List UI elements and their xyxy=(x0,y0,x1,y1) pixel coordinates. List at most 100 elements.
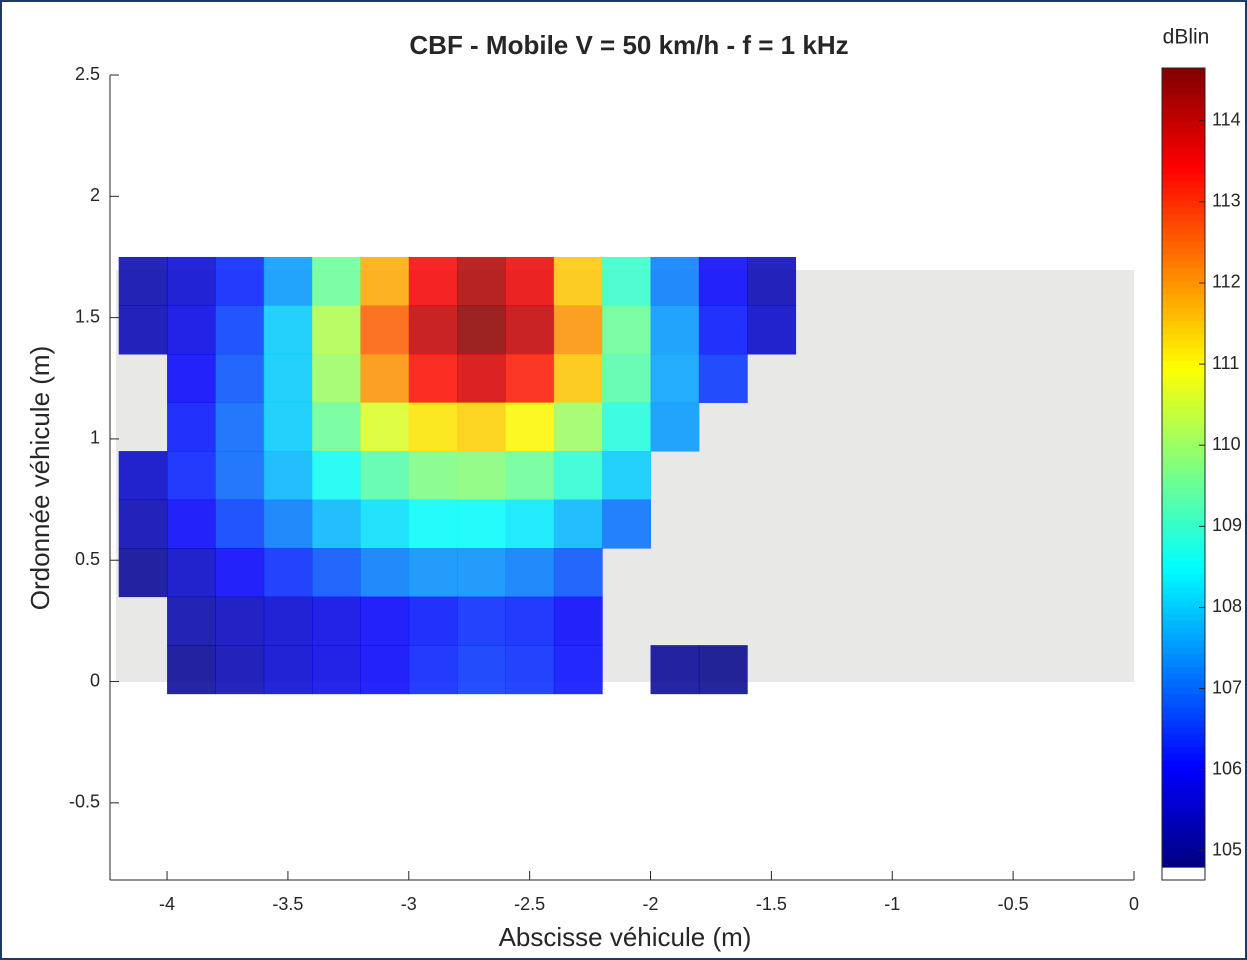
heat-cell xyxy=(408,645,458,695)
heat-cell xyxy=(312,596,361,646)
heat-cell xyxy=(408,354,458,404)
heat-cell xyxy=(747,305,797,355)
heat-cell xyxy=(167,645,216,695)
heat-cell xyxy=(167,305,216,355)
colorbar-segment xyxy=(1162,454,1205,462)
colorbar-segment xyxy=(1162,274,1205,282)
colorbar-segment xyxy=(1162,387,1205,395)
heat-cell xyxy=(553,256,603,306)
heat-cell xyxy=(312,354,361,404)
x-tick-label: -0.5 xyxy=(998,894,1029,914)
heat-cell xyxy=(650,305,700,355)
colorbar-segment xyxy=(1162,81,1205,89)
heat-cell xyxy=(360,305,410,355)
heat-cell xyxy=(408,548,458,598)
colorbar-segment xyxy=(1162,380,1205,389)
colorbar-tick-label: 108 xyxy=(1212,596,1242,616)
x-tick-label: -4 xyxy=(159,894,175,914)
colorbar-segment xyxy=(1162,287,1205,295)
heat-cell xyxy=(457,305,506,355)
heat-cell xyxy=(118,305,168,355)
x-tick-label: -2.5 xyxy=(514,894,545,914)
colorbar-segment xyxy=(1162,667,1205,675)
colorbar-tick-label: 113 xyxy=(1212,191,1241,211)
heat-cell xyxy=(263,451,313,501)
chart-title: CBF - Mobile V = 50 km/h - f = 1 kHz xyxy=(409,30,848,60)
heat-cell xyxy=(747,256,797,306)
colorbar-segment xyxy=(1162,141,1205,149)
x-tick-label: 0 xyxy=(1129,894,1139,914)
heat-cell xyxy=(602,451,652,501)
heat-cell xyxy=(167,548,216,598)
x-tick-label: -2 xyxy=(643,894,659,914)
heat-cell xyxy=(167,499,216,549)
heat-cell xyxy=(118,451,168,501)
x-tick-label: -3.5 xyxy=(272,894,303,914)
y-tick-label: 0.5 xyxy=(75,549,100,569)
colorbar-segment xyxy=(1162,580,1205,588)
colorbar-segment xyxy=(1162,474,1205,482)
heat-cell xyxy=(457,548,506,598)
colorbar-segment xyxy=(1162,420,1205,429)
heat-cell xyxy=(263,596,313,646)
colorbar-segment xyxy=(1162,693,1205,702)
heat-cell xyxy=(602,256,652,306)
colorbar-segment xyxy=(1162,720,1205,728)
heat-cell xyxy=(457,645,506,695)
colorbar-segment xyxy=(1162,467,1205,475)
colorbar-segment xyxy=(1162,434,1205,442)
colorbar-segment xyxy=(1162,367,1205,375)
colorbar-segment xyxy=(1162,194,1205,202)
colorbar-segment xyxy=(1162,121,1205,129)
heat-cell xyxy=(215,596,265,646)
colorbar-tick-label: 110 xyxy=(1212,434,1241,454)
heat-cell xyxy=(167,451,216,501)
colorbar-segment xyxy=(1162,407,1205,415)
heat-cell xyxy=(360,256,410,306)
colorbar-segment xyxy=(1162,633,1205,642)
heat-cell xyxy=(215,645,265,695)
heat-cell xyxy=(650,354,700,404)
colorbar-segment xyxy=(1162,587,1205,595)
heat-cell xyxy=(553,548,603,598)
colorbar-segment xyxy=(1162,321,1205,329)
x-tick-label: -3 xyxy=(401,894,417,914)
colorbar-tick-label: 109 xyxy=(1212,515,1242,535)
colorbar-frame xyxy=(1161,67,1206,881)
heat-cell xyxy=(602,499,652,549)
colorbar-segment xyxy=(1162,254,1205,262)
heat-cell xyxy=(167,596,216,646)
colorbar-tick-label: 106 xyxy=(1212,758,1242,778)
colorbar-segment xyxy=(1162,600,1205,608)
colorbar-segment xyxy=(1162,487,1205,495)
heat-cell xyxy=(553,645,603,695)
heat-cell xyxy=(650,402,700,452)
heat-cell xyxy=(553,402,603,452)
colorbar-segment xyxy=(1162,374,1205,382)
colorbar-segment xyxy=(1162,833,1205,841)
colorbar-segment xyxy=(1162,167,1205,176)
heat-cell xyxy=(505,596,555,646)
colorbar-segment xyxy=(1162,214,1205,222)
colorbar-segment xyxy=(1162,307,1205,315)
colorbar-segment xyxy=(1162,733,1205,742)
colorbar-segment xyxy=(1162,627,1205,635)
colorbar-segment xyxy=(1162,607,1205,615)
colorbar-segment xyxy=(1162,860,1205,868)
colorbar-segment xyxy=(1162,101,1205,109)
colorbar-segment xyxy=(1162,807,1205,815)
heat-cell xyxy=(263,305,313,355)
heat-cell xyxy=(408,402,458,452)
colorbar-segment xyxy=(1162,567,1205,575)
colorbar-segment xyxy=(1162,773,1205,782)
colorbar-segment xyxy=(1162,613,1205,622)
heat-cell xyxy=(698,256,748,306)
colorbar-segment xyxy=(1162,94,1205,102)
heat-cell xyxy=(553,354,603,404)
heat-cell xyxy=(118,256,168,306)
colorbar-segment xyxy=(1162,281,1205,289)
heat-cell xyxy=(698,645,748,695)
heat-cell xyxy=(360,645,410,695)
heat-cell xyxy=(602,305,652,355)
heat-cell xyxy=(167,256,216,306)
